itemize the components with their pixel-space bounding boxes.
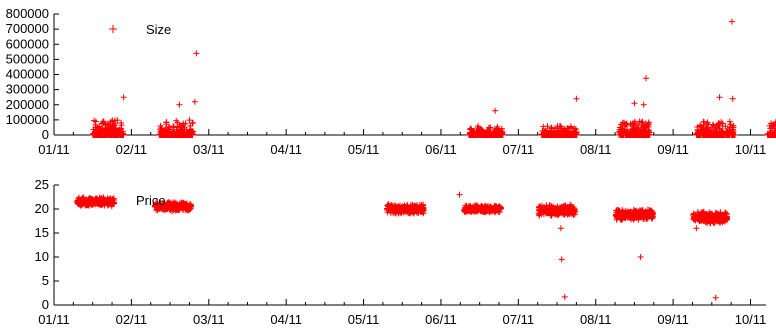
x-tick-label: 05/11 — [348, 312, 380, 327]
y-tick-label: 700000 — [6, 21, 49, 36]
data-point — [170, 123, 176, 129]
data-point — [641, 102, 647, 108]
x-tick-label: 04/11 — [270, 142, 302, 157]
data-point — [457, 192, 463, 198]
data-point — [492, 108, 498, 114]
data-point — [729, 19, 735, 25]
legend-label: Size — [146, 22, 171, 37]
data-point — [187, 117, 193, 123]
x-tick-label: 09/11 — [657, 142, 689, 157]
legend: Size — [109, 22, 171, 37]
data-point — [192, 99, 198, 105]
x-tick-label: 09/11 — [657, 312, 689, 327]
y-tick-label: 25 — [35, 177, 49, 192]
x-tick-label: 03/11 — [193, 312, 225, 327]
legend: Price — [109, 193, 166, 208]
x-tick-label: 02/11 — [116, 312, 148, 327]
data-point — [121, 94, 127, 100]
y-tick-label: 100000 — [6, 112, 49, 127]
series-size — [90, 19, 776, 138]
legend-marker — [109, 25, 117, 33]
data-point — [559, 256, 565, 262]
x-tick-label: 07/11 — [503, 142, 535, 157]
x-tick-label: 08/11 — [580, 312, 612, 327]
data-point — [713, 295, 719, 301]
x-tick-label: 06/11 — [425, 312, 457, 327]
y-tick-label: 0 — [42, 127, 49, 142]
x-tick-label: 10/11 — [735, 312, 767, 327]
x-tick-label: 04/11 — [270, 312, 302, 327]
x-tick-label: 01/11 — [38, 312, 70, 327]
x-tick-label: 08/11 — [580, 142, 612, 157]
y-tick-label: 5 — [42, 273, 49, 288]
x-tick-label: 03/11 — [193, 142, 225, 157]
y-tick-label: 800000 — [6, 6, 49, 21]
y-tick-label: 500000 — [6, 51, 49, 66]
data-point — [558, 225, 564, 231]
panel-2: 0 5 10 15 20 25 01/11 02/11 03/11 04/11 05/11 06/11… — [35, 177, 767, 327]
series-price — [74, 192, 730, 301]
y-tick-label: 15 — [35, 225, 49, 240]
x-tick-label: 05/11 — [348, 142, 380, 157]
y-tick-label: 400000 — [6, 67, 49, 82]
y-tick-label: 20 — [35, 201, 49, 216]
x-tick-label: 02/11 — [116, 142, 148, 157]
x-tick-label: 01/11 — [38, 142, 70, 157]
y-tick-label: 300000 — [6, 82, 49, 97]
y-tick-label: 10 — [35, 249, 49, 264]
data-point — [730, 96, 736, 102]
data-point — [638, 254, 644, 260]
x-tick-label: 06/11 — [425, 142, 457, 157]
y-tick-label: 200000 — [6, 97, 49, 112]
data-point — [193, 50, 199, 56]
data-point — [176, 102, 182, 108]
x-tick-label: 07/11 — [503, 312, 535, 327]
data-point — [717, 94, 723, 100]
x-tick-label: 10/11 — [735, 142, 767, 157]
y-tick-label: 0 — [42, 297, 49, 312]
y-tick-label: 600000 — [6, 36, 49, 51]
data-point — [693, 225, 699, 231]
panel-1: 0100000200000300000400000500000600000700… — [6, 6, 776, 157]
data-point — [573, 96, 579, 102]
data-point — [562, 294, 568, 300]
data-point — [643, 75, 649, 81]
legend-label: Price — [136, 193, 166, 208]
data-point — [631, 100, 637, 106]
